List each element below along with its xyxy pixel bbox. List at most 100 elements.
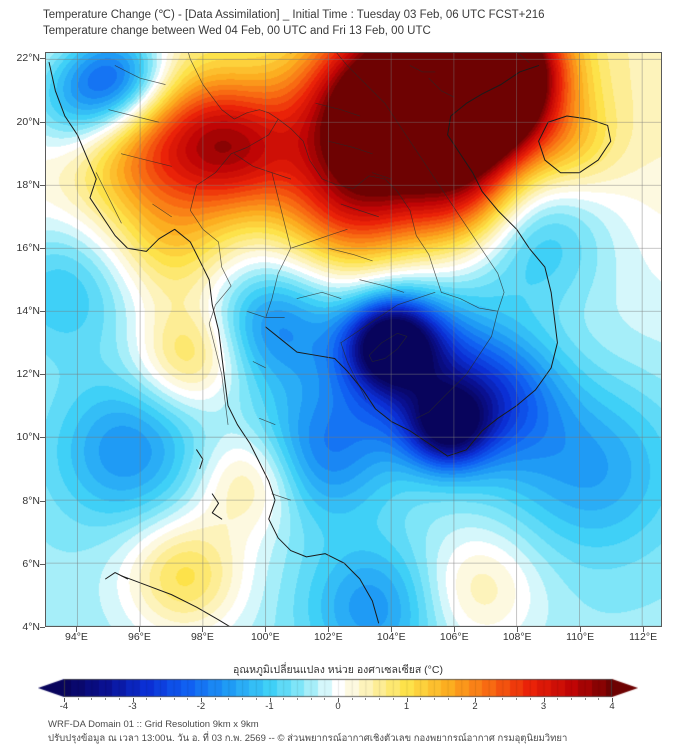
colorbar-minor-tick <box>516 698 518 700</box>
colorbar-tick <box>64 698 65 702</box>
colorbar-minor-tick <box>310 698 312 700</box>
colorbar-tick <box>269 698 271 702</box>
x-axis-tick-mark <box>454 627 456 632</box>
colorbar-minor-tick <box>91 698 93 700</box>
colorbar-tick <box>132 698 134 702</box>
colorbar-minor-tick <box>447 698 449 700</box>
x-axis-tick-label: 94°E <box>65 631 88 643</box>
colorbar-minor-tick <box>159 698 161 700</box>
x-axis-tick-label: 98°E <box>190 631 214 643</box>
colorbar-minor-tick <box>77 698 79 700</box>
x-axis-tick-label: 96°E <box>127 631 151 643</box>
colorbar-tick-label: 2 <box>472 701 478 712</box>
colorbar-minor-tick <box>228 698 230 700</box>
x-axis-tick-mark <box>202 627 204 632</box>
x-axis-tick-label: 102°E <box>313 631 343 643</box>
colorbar-minor-tick <box>570 698 572 700</box>
x-axis-tick-label: 106°E <box>439 631 469 643</box>
y-axis-tick-mark <box>40 437 45 439</box>
y-axis-tick-label: 18°N <box>16 178 40 191</box>
colorbar-minor-tick <box>324 698 326 700</box>
footer-model-info: WRF-DA Domain 01 :: Grid Resolution 9km … <box>48 719 259 730</box>
colorbar-tick-label: -4 <box>59 701 69 712</box>
colorbar-tick-label: 4 <box>609 701 615 712</box>
colorbar-minor-tick <box>242 698 244 700</box>
colorbar-minor-tick <box>296 698 298 700</box>
colorbar-minor-tick <box>584 698 586 700</box>
chart-title-line-1: Temperature Change (℃) - [Data Assimilat… <box>43 9 545 21</box>
y-axis-tick-mark <box>40 374 45 376</box>
colorbar-tick-label: -2 <box>196 701 206 712</box>
colorbar-minor-tick <box>420 698 422 700</box>
x-axis-tick-label: 104°E <box>376 631 406 643</box>
y-axis-tick-label: 12°N <box>16 368 40 381</box>
colorbar-minor-tick <box>187 698 189 700</box>
colorbar-minor-tick <box>214 698 216 700</box>
y-axis-tick-mark <box>40 563 45 565</box>
y-axis-tick-label: 20°N <box>16 115 40 128</box>
colorbar-minor-tick <box>529 698 531 700</box>
colorbar-tick <box>612 698 613 702</box>
x-axis-tick-label: 110°E <box>566 631 595 643</box>
colorbar-title: อุณหภูมิเปลี่ยนแปลง หน่วย องศาเซลเซียส (… <box>233 664 443 676</box>
y-axis-tick-label: 8°N <box>22 494 40 507</box>
x-axis-tick-mark <box>391 627 393 632</box>
x-axis-tick-label: 108°E <box>502 631 532 643</box>
colorbar-minor-tick <box>146 698 148 700</box>
footer-block: WRF-DA Domain 01 :: Grid Resolution 9km … <box>48 718 668 746</box>
colorbar-tick-label: -1 <box>265 701 274 712</box>
colorbar-minor-tick <box>392 698 394 700</box>
y-axis-tick-label: 10°N <box>16 431 40 444</box>
colorbar-tick <box>543 698 545 702</box>
y-axis-tick-label: 22°N <box>16 52 40 65</box>
x-axis-tick-mark <box>76 627 78 632</box>
colorbar-minor-tick <box>351 698 353 700</box>
colorbar-tick <box>338 698 339 702</box>
colorbar-tick <box>201 698 202 702</box>
colorbar[interactable] <box>38 678 638 698</box>
y-axis-tick-label: 6°N <box>22 557 40 570</box>
colorbar-minor-tick <box>255 698 257 700</box>
y-axis-tick-label: 14°N <box>16 305 40 318</box>
colorbar-minor-tick <box>379 698 381 700</box>
colorbar-tick <box>475 698 476 702</box>
chart-title-block: Temperature Change (℃) - [Data Assimilat… <box>43 8 663 39</box>
colorbar-minor-tick <box>488 698 490 700</box>
y-axis-tick-mark <box>40 247 45 249</box>
colorbar-minor-tick <box>283 698 285 700</box>
y-axis-tick-mark <box>40 121 45 123</box>
footer-attribution: ปรับปรุงข้อมูล ณ เวลา 13:00น. วัน อ. ที่… <box>48 733 568 744</box>
colorbar-minor-tick <box>433 698 435 700</box>
x-axis-tick-mark <box>265 627 267 632</box>
colorbar-minor-tick <box>461 698 463 700</box>
colorbar-minor-tick <box>502 698 504 700</box>
y-axis-tick-mark <box>40 311 45 313</box>
x-axis-tick-mark <box>139 627 141 632</box>
temperature-anomaly-field <box>46 53 661 626</box>
y-axis-tick-label: 16°N <box>16 241 40 254</box>
colorbar-tick-label: 0 <box>335 701 341 712</box>
y-axis-tick-label: 4°N <box>22 621 40 633</box>
y-axis-tick-mark <box>40 58 45 60</box>
x-axis-tick-label: 100°E <box>250 631 280 643</box>
map-plot-area <box>45 52 662 627</box>
x-axis-tick-mark <box>328 627 330 632</box>
colorbar-minor-tick <box>118 698 120 700</box>
colorbar-minor-tick <box>365 698 367 700</box>
colorbar-tick-label: -3 <box>128 701 137 712</box>
chart-subtitle-line-2: Temperature change between Wed 04 Feb, 0… <box>43 24 431 37</box>
y-axis-tick-mark <box>40 184 45 186</box>
colorbar-minor-tick <box>557 698 559 700</box>
x-axis-tick-mark <box>580 627 582 632</box>
x-axis-tick-mark <box>643 627 645 632</box>
colorbar-minor-tick <box>173 698 175 700</box>
x-axis-tick-mark <box>517 627 519 632</box>
colorbar-minor-tick <box>598 698 600 700</box>
colorbar-minor-tick <box>105 698 107 700</box>
y-axis-tick-mark <box>40 500 45 502</box>
y-axis-tick-mark <box>40 627 45 628</box>
colorbar-tick <box>406 698 408 702</box>
colorbar-tick-label: 3 <box>540 701 547 712</box>
colorbar-tick-label: 1 <box>403 701 410 712</box>
x-axis-tick-label: 112°E <box>629 631 658 643</box>
